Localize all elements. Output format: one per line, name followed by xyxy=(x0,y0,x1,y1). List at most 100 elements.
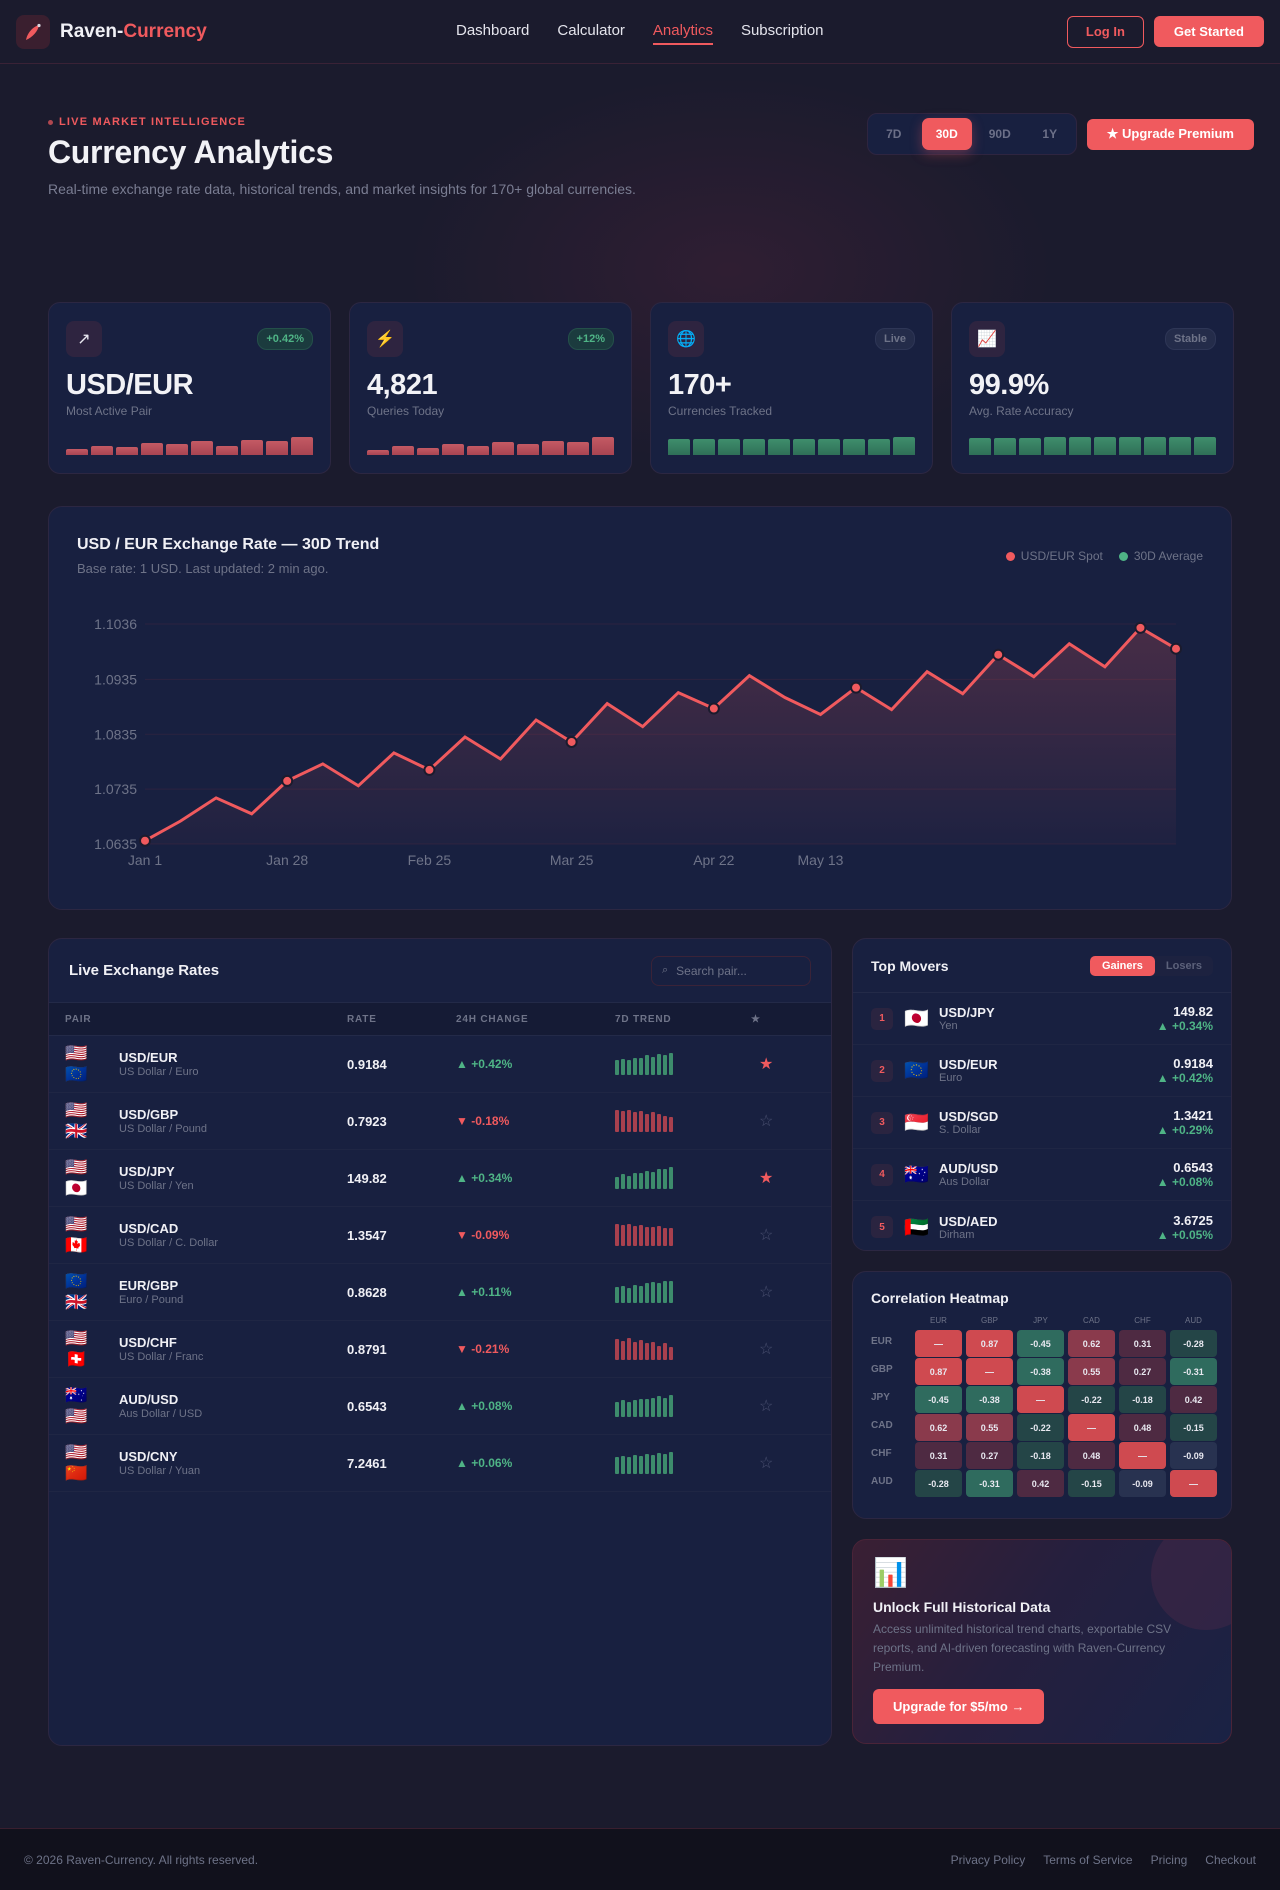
heatmap-cell[interactable]: -0.18 xyxy=(1119,1386,1166,1413)
login-button[interactable]: Log In xyxy=(1066,15,1144,48)
favorite-star-icon[interactable]: ☆ xyxy=(751,1111,773,1131)
data-point-marker[interactable] xyxy=(281,774,294,787)
heatmap-cell[interactable]: -0.38 xyxy=(1017,1358,1064,1385)
table-row[interactable]: 🇪🇺🇬🇧 EUR/GBP Euro / Pound 0.8628 ▲ +0.11% ☆ xyxy=(49,1264,831,1321)
heatmap-cell[interactable]: — xyxy=(1170,1470,1217,1497)
heatmap-cell[interactable]: 0.87 xyxy=(966,1330,1013,1357)
table-row[interactable]: 🇦🇺🇺🇸 AUD/USD Aus Dollar / USD 0.6543 ▲ +0.08… xyxy=(49,1378,831,1435)
search-pair-input[interactable] xyxy=(676,963,787,978)
heatmap-cell[interactable]: 0.62 xyxy=(1068,1330,1115,1357)
brand[interactable]: Raven-Currency xyxy=(16,14,207,49)
upgrade-button[interactable]: Upgrade for $5/mo → xyxy=(873,1689,1045,1724)
data-point-marker[interactable] xyxy=(139,834,151,847)
heatmap-cell[interactable]: 0.55 xyxy=(966,1414,1013,1441)
table-row[interactable]: 🇺🇸🇨🇭 USD/CHF US Dollar / Franc 0.8791 ▼ -0.2… xyxy=(49,1321,831,1378)
heatmap-cell[interactable]: -0.45 xyxy=(915,1386,962,1413)
upgrade-premium-button[interactable]: ★ Upgrade Premium xyxy=(1086,118,1254,150)
get-started-button[interactable]: Get Started xyxy=(1153,15,1264,47)
spot-rate-line[interactable] xyxy=(144,625,1177,843)
heatmap-cell[interactable]: 0.27 xyxy=(1119,1358,1166,1385)
table-row[interactable]: 🇺🇸🇬🇧 USD/GBP US Dollar / Pound 0.7923 ▼ -0.1… xyxy=(49,1093,831,1150)
heatmap-cell[interactable]: -0.31 xyxy=(966,1470,1013,1497)
heatmap-cell[interactable]: 0.31 xyxy=(915,1442,962,1469)
heatmap-cell[interactable]: -0.09 xyxy=(1170,1442,1217,1469)
favorite-star-icon[interactable]: ★ xyxy=(751,1168,773,1188)
data-point-marker[interactable] xyxy=(707,702,720,715)
heatmap-cell[interactable]: -0.38 xyxy=(966,1386,1013,1413)
heatmap-cell[interactable]: -0.15 xyxy=(1068,1470,1115,1497)
range-7d-button[interactable]: 7D xyxy=(872,118,916,150)
heatmap-cell[interactable]: 0.42 xyxy=(1017,1470,1064,1497)
heatmap-cell[interactable]: -0.22 xyxy=(1017,1414,1064,1441)
nav-link-dashboard[interactable]: Dashboard xyxy=(456,22,530,39)
range-1y-button[interactable]: 1Y xyxy=(1028,118,1072,150)
favorite-star-icon[interactable]: ☆ xyxy=(751,1282,773,1302)
table-row[interactable]: 🇺🇸🇨🇦 USD/CAD US Dollar / C. Dollar 1.3547 ▼ … xyxy=(49,1207,831,1264)
flag-icons: 🇦🇺🇺🇸 xyxy=(65,1385,88,1426)
column-header-change[interactable]: 24H CHANGE xyxy=(456,1013,529,1025)
column-header-pair[interactable]: PAIR xyxy=(65,1013,92,1025)
data-point-marker[interactable] xyxy=(423,763,436,776)
heatmap-cell[interactable]: 0.55 xyxy=(1068,1358,1115,1385)
heatmap-cell[interactable]: — xyxy=(966,1358,1013,1385)
heatmap-cell[interactable]: 0.27 xyxy=(966,1442,1013,1469)
range-90d-button[interactable]: 90D xyxy=(978,118,1022,150)
favorite-star-icon[interactable]: ★ xyxy=(751,1054,773,1074)
favorite-star-icon[interactable]: ☆ xyxy=(751,1339,773,1359)
mini-bar xyxy=(1194,437,1216,455)
footer-link-privacy[interactable]: Privacy Policy xyxy=(950,1852,1026,1867)
mover-row[interactable]: 5 🇦🇪 USD/AED Dirham 3.6725 ▲ +0.05% xyxy=(853,1201,1231,1250)
favorite-star-icon[interactable]: ☆ xyxy=(751,1225,773,1245)
top-movers-card: Top Movers Gainers Losers 1 🇯🇵 USD/JPY Yen 1… xyxy=(852,938,1232,1251)
mini-bar xyxy=(367,450,389,455)
mini-bar xyxy=(166,444,188,455)
heatmap-cell[interactable]: -0.09 xyxy=(1119,1470,1166,1497)
range-30d-button[interactable]: 30D xyxy=(921,118,972,150)
heatmap-cell[interactable]: -0.28 xyxy=(915,1470,962,1497)
table-row[interactable]: 🇺🇸🇯🇵 USD/JPY US Dollar / Yen 149.82 ▲ +0.34%… xyxy=(49,1150,831,1207)
data-point-marker[interactable] xyxy=(992,648,1005,661)
nav-link-subscription[interactable]: Subscription xyxy=(740,22,824,39)
losers-tab[interactable]: Losers xyxy=(1155,956,1213,976)
search-pair-box[interactable]: ⌕ xyxy=(651,955,811,986)
data-point-marker[interactable] xyxy=(1170,642,1182,655)
column-header-rate[interactable]: RATE xyxy=(347,1013,377,1025)
favorite-star-icon[interactable]: ☆ xyxy=(751,1453,773,1473)
mover-row[interactable]: 4 🇦🇺 AUD/USD Aus Dollar 0.6543 ▲ +0.08% xyxy=(853,1149,1231,1201)
data-point-marker[interactable] xyxy=(850,681,863,694)
sparkline-bar xyxy=(657,1054,661,1075)
favorite-star-icon[interactable]: ☆ xyxy=(751,1396,773,1416)
heatmap-cell[interactable]: 0.48 xyxy=(1068,1442,1115,1469)
data-point-marker[interactable] xyxy=(1134,621,1147,634)
heatmap-cell[interactable]: 0.62 xyxy=(915,1414,962,1441)
nav-link-calculator[interactable]: Calculator xyxy=(557,22,625,39)
footer-link-pricing[interactable]: Pricing xyxy=(1150,1852,1188,1867)
heatmap-cell[interactable]: — xyxy=(1017,1386,1064,1413)
mover-row[interactable]: 3 🇸🇬 USD/SGD S. Dollar 1.3421 ▲ +0.29% xyxy=(853,1097,1231,1149)
footer-link-checkout[interactable]: Checkout xyxy=(1205,1852,1256,1867)
footer-link-terms[interactable]: Terms of Service xyxy=(1043,1852,1133,1867)
legend-item-spot[interactable]: USD/EUR Spot xyxy=(1005,549,1103,563)
mover-row[interactable]: 1 🇯🇵 USD/JPY Yen 149.82 ▲ +0.34% xyxy=(853,993,1231,1045)
heatmap-cell[interactable]: 0.42 xyxy=(1170,1386,1217,1413)
heatmap-cell[interactable]: — xyxy=(1119,1442,1166,1469)
data-point-marker[interactable] xyxy=(565,735,578,748)
heatmap-cell[interactable]: -0.28 xyxy=(1170,1330,1217,1357)
heatmap-cell[interactable]: -0.45 xyxy=(1017,1330,1064,1357)
heatmap-cell[interactable]: — xyxy=(915,1330,962,1357)
heatmap-cell[interactable]: -0.15 xyxy=(1170,1414,1217,1441)
table-row[interactable]: 🇺🇸🇪🇺 USD/EUR US Dollar / Euro 0.9184 ▲ +0.42… xyxy=(49,1036,831,1093)
mover-row[interactable]: 2 🇪🇺 USD/EUR Euro 0.9184 ▲ +0.42% xyxy=(853,1045,1231,1097)
table-row[interactable]: 🇺🇸🇨🇳 USD/CNY US Dollar / Yuan 7.2461 ▲ +0.06… xyxy=(49,1435,831,1492)
nav-link-analytics[interactable]: Analytics xyxy=(652,22,713,45)
heatmap-cell[interactable]: 0.48 xyxy=(1119,1414,1166,1441)
heatmap-cell[interactable]: -0.31 xyxy=(1170,1358,1217,1385)
heatmap-cell[interactable]: -0.18 xyxy=(1017,1442,1064,1469)
legend-item-average[interactable]: 30D Average xyxy=(1118,549,1203,563)
gainers-tab[interactable]: Gainers xyxy=(1089,955,1155,976)
heatmap-cell[interactable]: 0.31 xyxy=(1119,1330,1166,1357)
heatmap-cell[interactable]: -0.22 xyxy=(1068,1386,1115,1413)
heatmap-cell[interactable]: — xyxy=(1068,1414,1115,1441)
heatmap-cell[interactable]: 0.87 xyxy=(915,1358,962,1385)
